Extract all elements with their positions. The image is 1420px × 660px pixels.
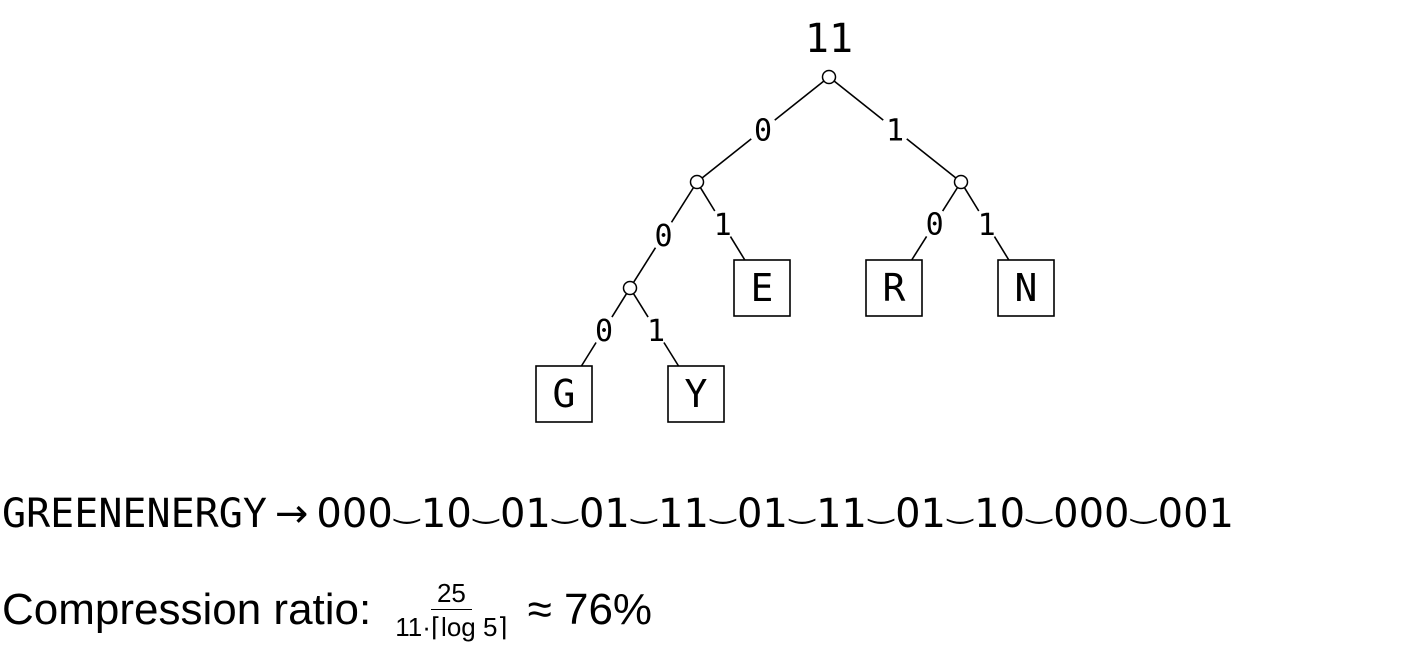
ratio-numerator: 25 (430, 579, 472, 610)
code-word: 01 (499, 491, 551, 537)
root-weight-label: 11 (805, 16, 853, 62)
tree-edge: 0 (701, 80, 825, 179)
tie-icon: ‿ (948, 490, 973, 525)
leaf-box (997, 259, 1055, 317)
leaf-box (667, 365, 725, 423)
source-word: GREENENERGY (2, 491, 267, 537)
leaf-box (733, 259, 791, 317)
code-word: 11 (816, 491, 867, 537)
ratio-approx: ≈ 76% (527, 585, 653, 634)
leaf-symbol: Y (685, 372, 708, 416)
tree-edge: 0 (632, 187, 695, 283)
tie-icon: ‿ (631, 490, 656, 525)
compression-ratio: Compression ratio: 25 11·⌈log 5⌉ ≈ 76% (2, 570, 652, 650)
tie-icon: ‿ (1131, 490, 1156, 525)
leaf-node-r: R (865, 259, 923, 317)
tie-icon: ‿ (473, 490, 498, 525)
internal-node (953, 174, 969, 190)
ratio-label: Compression ratio: (2, 585, 372, 634)
tree-edge: 1 (632, 293, 680, 367)
code-word: 001 (1157, 491, 1234, 537)
edge-bit-label: 0 (654, 219, 672, 254)
edge-bit-label: 0 (926, 208, 944, 243)
leaf-node-e: E (733, 259, 791, 317)
code-word: 000 (316, 491, 393, 537)
edge-bit-label: 1 (714, 208, 732, 243)
tree-edge: 1 (833, 80, 957, 179)
tree-edges: 0 10 1 0 10 1 (580, 80, 1010, 367)
tie-icon: ‿ (552, 490, 577, 525)
internal-node (689, 174, 705, 190)
leaf-symbol: E (751, 266, 774, 310)
code-word: 10 (974, 491, 1026, 537)
code-sequence: 000‿10‿01‿01‿11‿01‿11‿01‿10‿000‿001 (316, 490, 1234, 537)
leaf-symbol: N (1015, 266, 1038, 310)
tie-icon: ‿ (394, 490, 419, 525)
tie-icon: ‿ (789, 490, 815, 525)
leaf-node-n: N (997, 259, 1055, 317)
leaf-symbol: G (553, 372, 576, 416)
leaf-box (865, 259, 923, 317)
tree-edge: 1 (963, 187, 1010, 261)
tree-nodes: G Y E R N (535, 69, 1055, 423)
internal-node (821, 69, 837, 85)
leaf-node-y: Y (667, 365, 725, 423)
code-word: 000 (1053, 491, 1130, 537)
code-word: 01 (895, 491, 946, 537)
tree-edge: 1 (699, 187, 746, 261)
edge-bit-label: 1 (886, 114, 904, 149)
tree-edge: 0 (911, 187, 959, 261)
ratio-fraction: 25 11·⌈log 5⌉ (389, 579, 513, 642)
huffman-tree: 11 0 10 1 0 10 1 G YE R N (535, 16, 1055, 423)
tie-icon: ‿ (710, 490, 736, 525)
edge-bit-label: 1 (647, 314, 665, 349)
encoding-line: GREENENERGY → 000‿10‿01‿01‿11‿01‿11‿01‿10‿… (2, 488, 1234, 544)
code-word: 10 (420, 491, 472, 537)
tree-edge: 0 (580, 293, 628, 367)
arrow-icon: → (274, 491, 309, 537)
code-word: 01 (737, 491, 788, 537)
edge-bit-label: 0 (595, 314, 613, 349)
code-word: 01 (578, 491, 630, 537)
tie-icon: ‿ (868, 490, 894, 525)
internal-node (622, 280, 638, 296)
tie-icon: ‿ (1027, 490, 1052, 525)
leaf-node-g: G (535, 365, 593, 423)
code-word: 11 (658, 491, 709, 537)
ratio-denominator: 11·⌈log 5⌉ (395, 611, 508, 642)
leaf-symbol: R (883, 266, 906, 310)
leaf-box (535, 365, 593, 423)
edge-bit-label: 1 (978, 208, 996, 243)
edge-bit-label: 0 (754, 114, 772, 149)
